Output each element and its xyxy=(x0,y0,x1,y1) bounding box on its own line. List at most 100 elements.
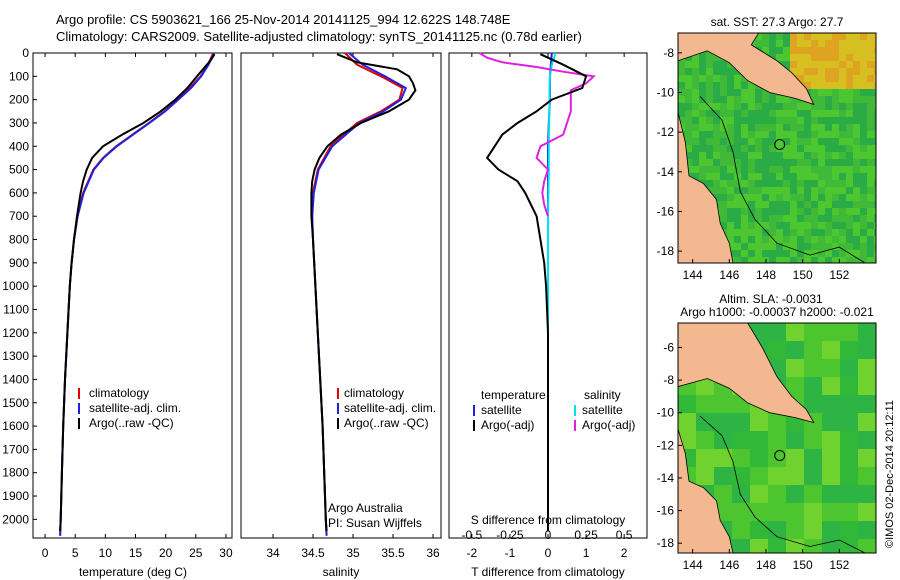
map-cell xyxy=(840,359,858,377)
map-cell xyxy=(874,33,876,40)
map-cell xyxy=(762,173,769,180)
map-cell xyxy=(741,145,748,152)
map-cell xyxy=(804,138,811,145)
map-cell xyxy=(804,229,811,236)
map-cell xyxy=(699,82,706,89)
map-cell xyxy=(699,68,706,75)
map-cell xyxy=(804,75,811,82)
map-cell xyxy=(748,82,755,89)
map-cell xyxy=(867,110,874,117)
legend-label: Argo(..raw -QC) xyxy=(344,416,429,430)
map-cell xyxy=(818,152,825,159)
map-cell xyxy=(692,103,699,110)
map-cell xyxy=(853,166,860,173)
map-cell xyxy=(699,75,706,82)
map-cell xyxy=(804,187,811,194)
map-cell xyxy=(720,215,727,222)
map-cell xyxy=(797,124,804,131)
map-cell xyxy=(741,222,748,229)
legend-label: Argo(-adj) xyxy=(582,418,635,432)
map-cell xyxy=(750,449,768,467)
x-tick-label: 10 xyxy=(99,546,113,560)
map-cell xyxy=(860,159,867,166)
argo-position-marker xyxy=(774,138,786,150)
map-cell xyxy=(734,201,741,208)
map-cell xyxy=(811,229,818,236)
map-cell xyxy=(797,138,804,145)
map-cell xyxy=(846,124,853,131)
map-cell xyxy=(874,243,876,250)
map-cell xyxy=(797,229,804,236)
map-cell xyxy=(783,236,790,243)
map-cell xyxy=(839,250,846,257)
map-cell xyxy=(706,145,713,152)
map-cell xyxy=(853,96,860,103)
map-cell xyxy=(853,40,860,47)
map-cell xyxy=(858,413,876,431)
map-cell xyxy=(748,138,755,145)
map-cell xyxy=(825,229,832,236)
map-cell xyxy=(825,236,832,243)
map-cell xyxy=(860,145,867,152)
map-cell xyxy=(714,449,732,467)
map-cell xyxy=(867,159,874,166)
map-cell xyxy=(804,236,811,243)
map-cell xyxy=(839,103,846,110)
map-cell xyxy=(699,131,706,138)
map-cell xyxy=(783,61,790,68)
map-cell xyxy=(797,131,804,138)
map-cell xyxy=(762,166,769,173)
map-cell xyxy=(797,257,804,263)
map-cell xyxy=(762,215,769,222)
map-cell xyxy=(839,89,846,96)
x-tick-label: -2 xyxy=(467,546,478,560)
y-tick-label: -10 xyxy=(657,406,675,420)
map-cell xyxy=(839,138,846,145)
map-cell xyxy=(786,377,804,395)
map-cell xyxy=(768,413,786,431)
map-cell xyxy=(853,54,860,61)
difference-panel: -2 -1 0 1 2 T difference from climatology S di… xyxy=(448,52,648,579)
map-cell xyxy=(874,187,876,194)
map-cell xyxy=(732,413,750,431)
map-cell xyxy=(783,131,790,138)
map-cell xyxy=(769,180,776,187)
map-cell xyxy=(846,89,853,96)
map-cell xyxy=(853,89,860,96)
legend-label: temperature xyxy=(481,388,546,402)
map-cell xyxy=(727,229,734,236)
map-cell xyxy=(853,215,860,222)
map-cell xyxy=(874,117,876,124)
series-line-s-argo-adj- xyxy=(478,52,596,217)
map-cell xyxy=(811,145,818,152)
map-cell xyxy=(769,138,776,145)
map-cell xyxy=(853,82,860,89)
map-cell xyxy=(696,431,714,449)
map-cell xyxy=(825,40,832,47)
map-cell xyxy=(874,229,876,236)
map-cell xyxy=(734,103,741,110)
map-cell xyxy=(678,103,685,110)
map-cell xyxy=(713,117,720,124)
map-cell xyxy=(727,180,734,187)
map-cell xyxy=(768,521,786,539)
map-cell xyxy=(804,215,811,222)
map-cell xyxy=(832,75,839,82)
map-cell xyxy=(818,89,825,96)
y-tick-label: 700 xyxy=(9,209,29,223)
map-cell xyxy=(846,33,853,40)
map-cell xyxy=(832,257,839,263)
map-cell xyxy=(867,257,874,263)
map-cell xyxy=(720,222,727,229)
map-cell xyxy=(713,138,720,145)
map-cell xyxy=(769,243,776,250)
map-cell xyxy=(853,117,860,124)
map-cell xyxy=(804,323,822,341)
map-cell xyxy=(783,180,790,187)
map-cell xyxy=(790,33,797,40)
map-cell xyxy=(748,117,755,124)
map-cell xyxy=(874,201,876,208)
map-cell xyxy=(867,173,874,180)
map-cell xyxy=(741,75,748,82)
map-cell xyxy=(825,124,832,131)
